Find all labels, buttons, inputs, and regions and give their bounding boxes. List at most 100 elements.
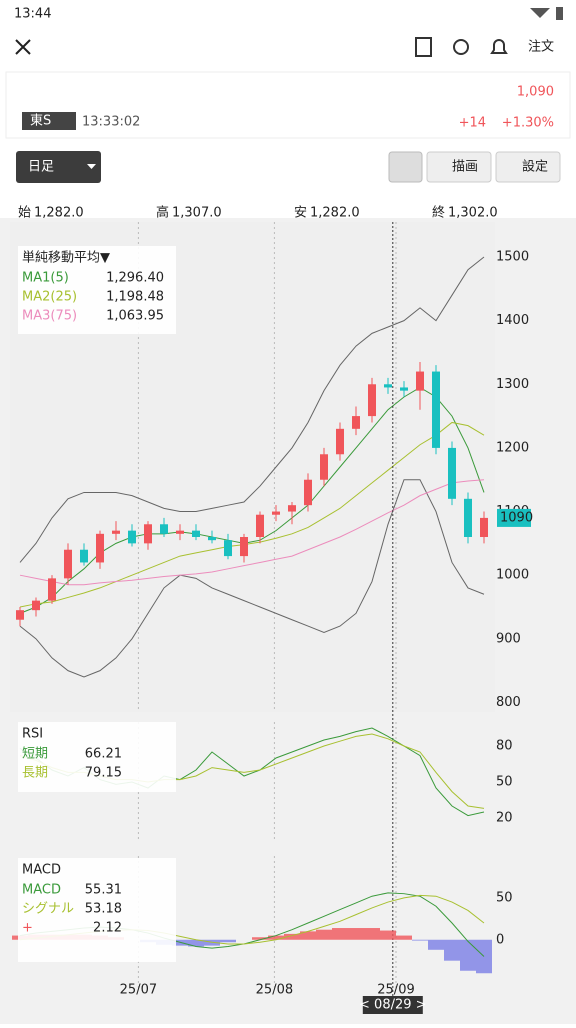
- charts: 25/0725/0825/098009001000110012001300140…: [10, 222, 533, 1014]
- ohlc-value: 1,282.0: [34, 206, 84, 221]
- ohlc-label: 高: [156, 205, 169, 221]
- wifi-icon: [530, 8, 550, 18]
- macd-histogram: [412, 939, 428, 941]
- candle-body: [272, 511, 280, 515]
- macd-histogram: [460, 939, 476, 971]
- settings-label[interactable]: 設定: [522, 159, 548, 175]
- x-tick-label: 25/08: [256, 983, 293, 998]
- macd-histogram: [188, 939, 204, 947]
- macd-histogram: [380, 930, 396, 940]
- macd-histogram: [284, 933, 300, 940]
- macd-histogram: [252, 937, 268, 940]
- legend-value: 1,198.48: [106, 290, 164, 305]
- legend-name: +: [22, 921, 33, 936]
- close-button[interactable]: [15, 39, 31, 55]
- order-button[interactable]: 注文: [528, 40, 554, 55]
- candle-body: [160, 524, 168, 534]
- ohlc-label: 安: [294, 206, 307, 221]
- candle-body: [448, 447, 456, 499]
- memo-button[interactable]: [415, 37, 432, 57]
- candle-body: [144, 524, 152, 544]
- candle-body: [256, 514, 264, 537]
- legend-name: MA1(5): [22, 271, 69, 286]
- legend-name: MACD: [22, 883, 61, 898]
- indicator-button[interactable]: [388, 151, 423, 183]
- ohlc-label: 終: [432, 205, 445, 221]
- x-tick-label: 25/07: [120, 983, 157, 998]
- macd-histogram: [428, 939, 444, 950]
- alert-button[interactable]: [490, 39, 508, 54]
- crosshair-tag: [362, 996, 423, 1014]
- candle-body: [224, 540, 232, 557]
- settings-button[interactable]: [495, 151, 561, 183]
- legend-title: MACD: [22, 863, 61, 878]
- change-pct: +1.30%: [502, 116, 554, 131]
- candle-body: [384, 384, 392, 388]
- refresh-button[interactable]: [453, 39, 469, 55]
- y-tick-label: 50: [496, 890, 513, 905]
- macd-histogram: [316, 929, 332, 940]
- candle-body: [480, 517, 488, 537]
- macd-histogram: [444, 939, 460, 961]
- ohlc-label: 始: [18, 206, 31, 221]
- macd-histogram: [332, 928, 348, 940]
- candle-body: [352, 416, 360, 429]
- draw-button[interactable]: [426, 151, 492, 183]
- legend-name: シグナル: [22, 902, 74, 917]
- y-tick-label: 1300: [496, 377, 529, 392]
- candle-body: [48, 578, 56, 601]
- candle-body: [336, 428, 344, 455]
- macd-histogram: [300, 931, 316, 940]
- legend-value: 1,063.95: [106, 309, 164, 324]
- ohlc-value: 1,302.0: [448, 206, 498, 221]
- moving-average: [19, 479, 485, 586]
- legend-value: 79.15: [85, 766, 122, 781]
- draw-label[interactable]: 描画: [452, 160, 478, 175]
- market[interactable]: 東S: [30, 113, 51, 129]
- candle-body: [288, 505, 296, 512]
- market-selector[interactable]: [22, 112, 76, 130]
- bollinger-upper: [19, 256, 485, 563]
- bollinger-lower: [19, 479, 485, 678]
- candle-body: [16, 610, 24, 620]
- legend-name: 短期: [22, 747, 48, 762]
- y-tick-label: 50: [496, 775, 513, 790]
- status-time: 13:44: [14, 7, 51, 22]
- last-price-tag: [497, 508, 531, 527]
- period-selector[interactable]: [16, 151, 101, 183]
- candle-body: [432, 371, 440, 448]
- y-tick-label: 800: [496, 695, 521, 710]
- macd-histogram: [220, 939, 236, 943]
- legend-box: [18, 858, 176, 962]
- candle-body: [320, 454, 328, 480]
- legend-value: 66.21: [85, 747, 122, 762]
- legend-name: MA2(25): [22, 290, 77, 305]
- change: +14: [459, 116, 486, 131]
- last-price-label: 1090: [500, 510, 533, 525]
- y-tick-label: 1500: [496, 250, 529, 265]
- legend-name: MA3(75): [22, 309, 77, 324]
- legend-box: [18, 722, 176, 792]
- quote-time: 13:33:02: [82, 115, 140, 130]
- candle-body: [112, 530, 120, 534]
- candle-body: [464, 498, 472, 537]
- candle-body: [208, 537, 216, 541]
- crosshair-label: < 08/29 >: [359, 998, 427, 1013]
- x-tick-label: 25/09: [377, 983, 414, 998]
- ohlc-row: 始 1,282.0 高 1,307.0 安 1,282.0 終 1,302.0: [18, 205, 498, 221]
- y-tick-label: 0: [496, 932, 504, 947]
- legend-title: 単純移動平均▼: [22, 250, 110, 266]
- candle-body: [64, 549, 72, 579]
- legend-value: 55.31: [85, 883, 122, 898]
- y-tick-label: 80: [496, 739, 513, 754]
- period[interactable]: 日足: [28, 160, 54, 175]
- legend-value: 2.12: [93, 921, 122, 936]
- y-tick-label: 20: [496, 811, 513, 826]
- y-tick-label: 1400: [496, 313, 529, 328]
- dropdown-arrow: [87, 164, 96, 169]
- battery-icon: [556, 7, 563, 20]
- legend-name: 長期: [22, 766, 48, 781]
- candle-body: [80, 549, 88, 563]
- candle-body: [304, 479, 312, 506]
